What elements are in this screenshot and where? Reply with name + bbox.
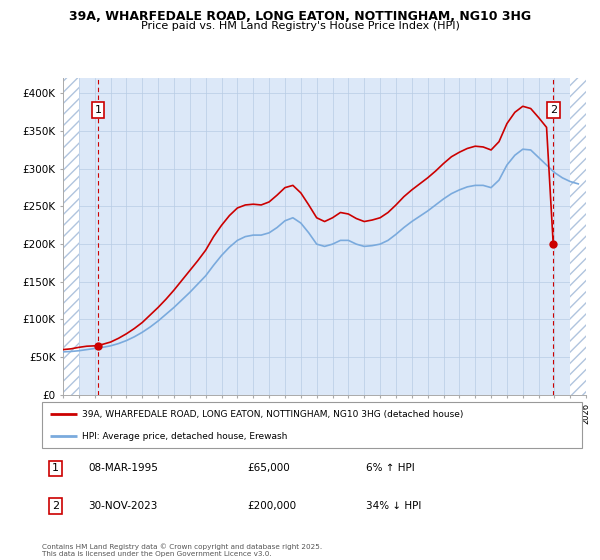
FancyBboxPatch shape (42, 402, 582, 448)
Text: 08-MAR-1995: 08-MAR-1995 (88, 463, 158, 473)
Bar (571, 78, 586, 395)
Text: 39A, WHARFEDALE ROAD, LONG EATON, NOTTINGHAM, NG10 3HG (detached house): 39A, WHARFEDALE ROAD, LONG EATON, NOTTIN… (83, 409, 464, 418)
Text: 1: 1 (52, 463, 59, 473)
Text: Price paid vs. HM Land Registry's House Price Index (HPI): Price paid vs. HM Land Registry's House … (140, 21, 460, 31)
Text: £65,000: £65,000 (247, 463, 290, 473)
Text: Contains HM Land Registry data © Crown copyright and database right 2025.
This d: Contains HM Land Registry data © Crown c… (42, 544, 322, 557)
Text: 1: 1 (94, 105, 101, 115)
Text: £200,000: £200,000 (247, 501, 296, 511)
Text: 2: 2 (52, 501, 59, 511)
Text: 39A, WHARFEDALE ROAD, LONG EATON, NOTTINGHAM, NG10 3HG: 39A, WHARFEDALE ROAD, LONG EATON, NOTTIN… (69, 10, 531, 22)
Text: 2: 2 (550, 105, 557, 115)
Bar (63, 78, 79, 395)
Text: 34% ↓ HPI: 34% ↓ HPI (366, 501, 421, 511)
Text: 6% ↑ HPI: 6% ↑ HPI (366, 463, 415, 473)
Text: HPI: Average price, detached house, Erewash: HPI: Average price, detached house, Erew… (83, 432, 288, 441)
Text: 30-NOV-2023: 30-NOV-2023 (88, 501, 157, 511)
